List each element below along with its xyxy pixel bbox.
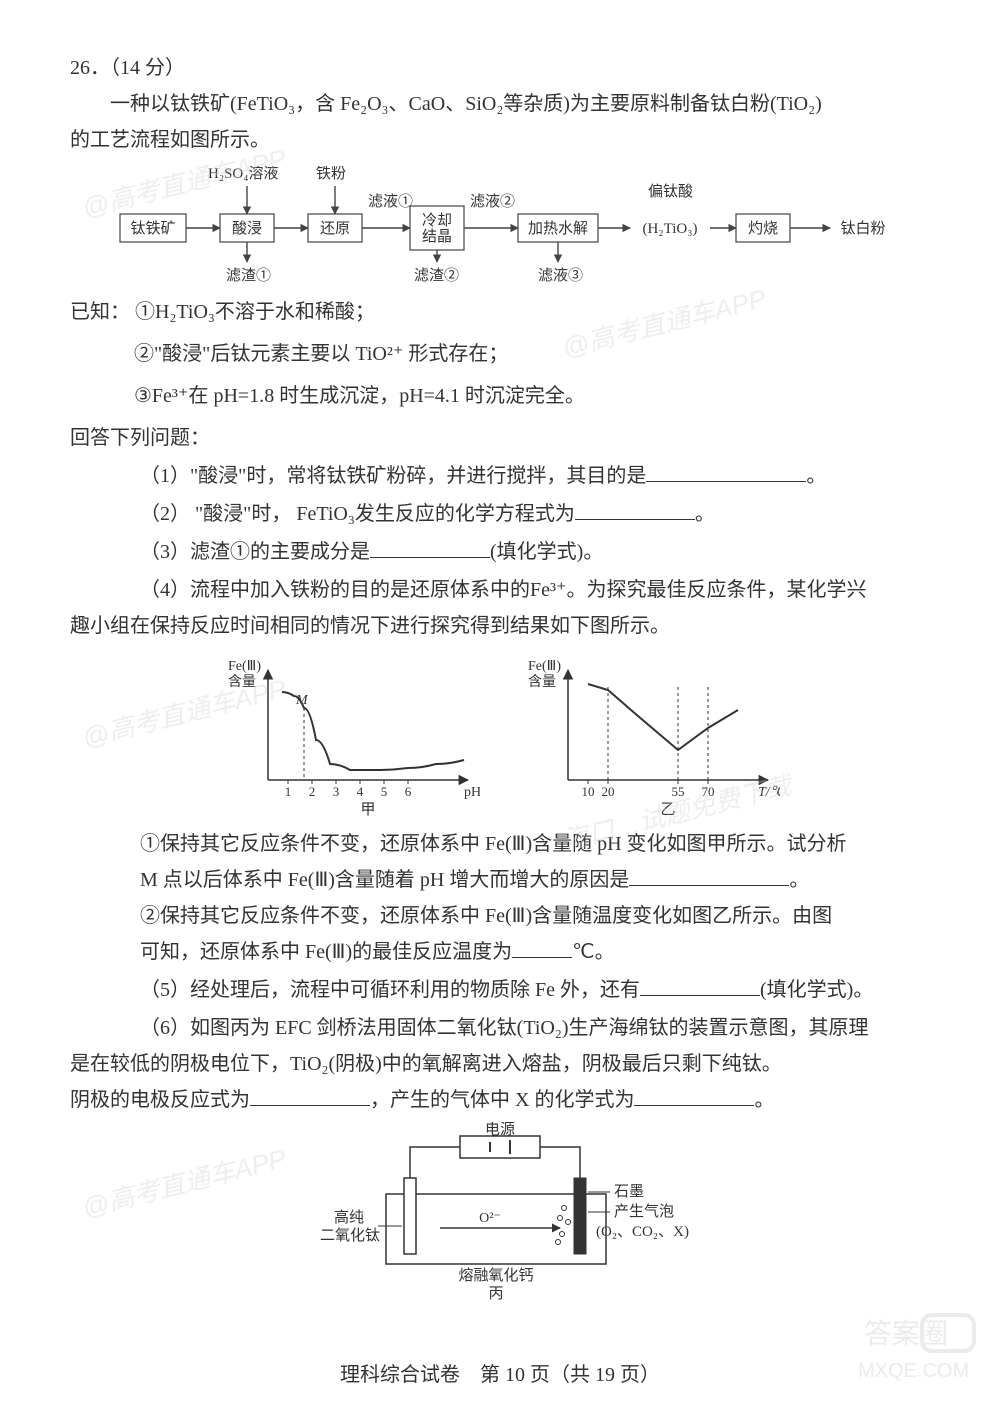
q5-text: （5）经处理后，流程中可循环利用的物质除 Fe 外，还有 [140,979,640,1001]
blank [250,1086,370,1106]
svg-text:4: 4 [357,784,364,799]
q4-1a: ①保持其它反应条件不变，还原体系中 Fe(Ⅲ)含量随 pH 变化如图甲所示。试分… [70,826,930,862]
wm-corner2: MXQE.COM [858,1360,969,1382]
q4-2end: ℃。 [572,941,614,963]
svg-text:(O₂、CO₂、X): (O₂、CO₂、X) [596,1224,689,1240]
svg-text:滤液②: 滤液② [470,193,515,210]
svg-text:甲: 甲 [360,802,375,818]
diagram-bing: 电源 O²⁻ 高纯二氧化钛 石墨产生气泡 (O₂、CO₂、X) 熔融氧化钙丙 [290,1122,710,1302]
sub-question-6b: 是在较低的阴极电位下，TiO₂(阴极)中的氧解离进入熔盐，阴极最后只剩下纯钛。 [70,1046,930,1082]
svg-text:滤液③: 滤液③ [538,267,583,284]
chart-row: Fe(Ⅲ)含量123456pHM甲 Fe(Ⅲ)含量10205570T/℃乙 [70,650,930,820]
q2-end: 。 [695,503,715,525]
sub-question-6c-row: 阴极的电极反应式为 ，产生的气体中 X 的化学式为 。 [70,1082,930,1118]
q4-2a: ②保持其它反应条件不变，还原体系中 Fe(Ⅲ)含量随温度变化如图乙所示。由图 [70,898,930,934]
sub-question-1: （1）"酸浸"时，常将钛铁矿粉碎，并进行搅拌，其目的是 。 [70,458,930,494]
svg-text:2: 2 [309,784,316,799]
svg-text:结晶: 结晶 [422,228,452,245]
svg-text:10: 10 [582,784,595,799]
wm-corner1: 答案圈 [864,1318,948,1349]
sub-question-3: （3）滤渣①的主要成分是 (填化学式)。 [70,534,930,570]
svg-text:pH: pH [464,785,480,800]
q4-1end: 。 [789,869,809,891]
svg-text:6: 6 [405,784,412,799]
svg-text:5: 5 [381,784,388,799]
answer-header: 回答下列问题： [70,420,930,456]
blank [575,500,695,520]
q4-1b: M 点以后体系中 Fe(Ⅲ)含量随着 pH 增大而增大的原因是 [140,869,629,891]
svg-text:灼烧: 灼烧 [748,220,778,237]
chart-jia: Fe(Ⅲ)含量 1 2 3 4 5 6 pH M 甲 [220,650,480,820]
svg-text:含量: 含量 [528,674,556,690]
q1-end: 。 [806,465,826,487]
svg-text:丙: 丙 [488,1286,503,1302]
q3-end: (填化学式)。 [490,541,603,563]
svg-text:铁粉: 铁粉 [316,166,346,182]
svg-text:O²⁻: O²⁻ [479,1211,501,1226]
blank [370,538,490,558]
question-number: 26．（14 分） [70,50,930,86]
svg-text:滤渣①: 滤渣① [226,267,271,284]
chart-yi: Fe(Ⅲ)含量 10 20 55 70 T/℃ 乙 [520,650,780,820]
svg-text:3: 3 [333,784,340,799]
known-item-2: ②"酸浸"后钛元素主要以 TiO²⁺ 形式存在； [70,336,930,372]
svg-text:Fe(Ⅲ): Fe(Ⅲ) [228,659,261,674]
svg-text:加热水解: 加热水解 [528,220,588,237]
q6end: 。 [754,1089,774,1111]
svg-text:产生气泡: 产生气泡 [614,1203,674,1220]
svg-text:电源: 电源 [485,1122,515,1138]
svg-text:冷却: 冷却 [422,212,452,229]
svg-text:二氧化钛: 二氧化钛 [320,1227,380,1244]
sub-question-4a: （4）流程中加入铁粉的目的是还原体系中的Fe³⁺。为探究最佳反应条件，某化学兴 [70,572,930,608]
svg-text:Fe(Ⅲ): Fe(Ⅲ) [528,659,561,674]
sub-question-5: （5）经处理后，流程中可循环利用的物质除 Fe 外，还有 (填化学式)。 [70,972,930,1008]
q2-text: （2） "酸浸"时， FeTiO₃发生反应的化学方程式为 [140,503,575,525]
blank [634,1086,754,1106]
q4-2b-row: 可知，还原体系中 Fe(Ⅲ)的最佳反应温度为 ℃。 [70,934,930,970]
svg-text:钛铁矿: 钛铁矿 [130,220,175,237]
svg-text:还原: 还原 [320,220,350,237]
svg-text:钛白粉: 钛白粉 [840,220,885,237]
process-flow-diagram: 钛铁矿 酸浸 还原 冷却结晶 加热水解 (H₂TiO₃) 灼烧 钛白粉 H₂SO₄溶液 铁粉滤液①… [110,166,930,286]
intro-line-1: 一种以钛铁矿(FeTiO₃，含 Fe₂O₃、CaO、SiO₂等杂质)为主要原料制… [70,86,930,122]
watermark-corner: 答案圈 MXQE.COM [852,1311,982,1403]
intro-line-2: 的工艺流程如图所示。 [70,122,930,158]
svg-text:1: 1 [285,784,292,799]
sub-question-4b: 趣小组在保持反应时间相同的情况下进行探究得到结果如下图所示。 [70,608,930,644]
svg-text:滤液①: 滤液① [368,193,413,210]
q4-2b: 可知，还原体系中 Fe(Ⅲ)的最佳反应温度为 [140,941,512,963]
page-footer: 理科综合试卷 第 10 页（共 19 页） [0,1357,1000,1393]
sub-question-2: （2） "酸浸"时， FeTiO₃发生反应的化学方程式为 。 [70,496,930,532]
svg-text:乙: 乙 [660,802,675,818]
known-item-3: ③Fe³⁺在 pH=1.8 时生成沉淀，pH=4.1 时沉淀完全。 [70,378,930,414]
q6c: 阴极的电极反应式为 [70,1089,250,1111]
q1-text: （1）"酸浸"时，常将钛铁矿粉碎，并进行搅拌，其目的是 [140,465,646,487]
blank [646,462,806,482]
known-header: 已知： [70,301,130,323]
blank [640,976,760,996]
svg-text:M: M [295,693,309,708]
svg-text:滤渣②: 滤渣② [414,267,459,284]
diagram-bing-wrap: 电源 O²⁻ 高纯二氧化钛 石墨产生气泡 (O₂、CO₂、X) 熔融氧化钙丙 [70,1122,930,1302]
svg-text:(H₂TiO₃): (H₂TiO₃) [643,221,698,237]
blank [629,866,789,886]
q3-text: （3）滤渣①的主要成分是 [140,541,370,563]
svg-text:20: 20 [602,784,615,799]
q4-1b-row: M 点以后体系中 Fe(Ⅲ)含量随着 pH 增大而增大的原因是 。 [70,862,930,898]
q6d: ，产生的气体中 X 的化学式为 [370,1089,634,1111]
q5-end: (填化学式)。 [760,979,873,1001]
svg-text:T/℃: T/℃ [758,785,780,800]
svg-text:石墨: 石墨 [614,1184,644,1200]
svg-text:55: 55 [672,784,685,799]
svg-text:偏钛酸: 偏钛酸 [648,183,693,200]
sub-question-6a: （6）如图丙为 EFC 剑桥法用固体二氧化钛(TiO₂)生产海绵钛的装置示意图，… [70,1010,930,1046]
svg-text:70: 70 [702,784,715,799]
svg-text:熔融氧化钙: 熔融氧化钙 [458,1267,533,1284]
known-item-1: ①H₂TiO₃不溶于水和稀酸； [135,301,375,323]
blank [512,938,572,958]
svg-text:H₂SO₄溶液: H₂SO₄溶液 [208,166,278,182]
svg-text:含量: 含量 [228,674,256,690]
svg-text:高纯: 高纯 [334,1209,364,1226]
svg-text:酸浸: 酸浸 [232,220,262,237]
